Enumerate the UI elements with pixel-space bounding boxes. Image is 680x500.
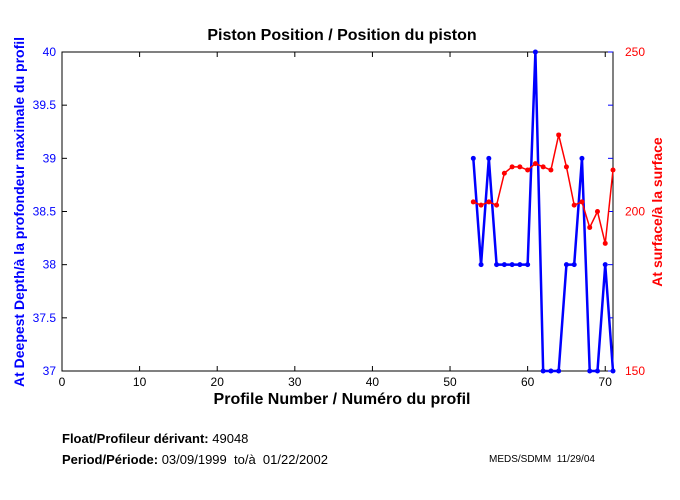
- data-point-left: [587, 368, 593, 374]
- y-right-tick-label: 250: [625, 45, 645, 59]
- data-point-right: [556, 132, 562, 138]
- data-point-right: [486, 199, 492, 205]
- x-tick-label: 70: [599, 375, 613, 389]
- y-left-tick-label: 39.5: [33, 98, 57, 112]
- x-tick-label: 10: [133, 375, 147, 389]
- y-left-tick-label: 38.5: [33, 205, 57, 219]
- y-left-tick-label: 37: [43, 364, 57, 378]
- period-info: Period/Période: 03/09/1999 to/à 01/22/20…: [62, 452, 328, 467]
- x-tick-label: 0: [59, 375, 66, 389]
- y-axis-right-label: At surface/à la surface: [649, 137, 665, 287]
- y-axis-left-label: At Deepest Depth/à la profondeur maximal…: [11, 37, 27, 387]
- data-point-right: [587, 224, 593, 230]
- data-point-left: [571, 262, 577, 268]
- y-left-tick-label: 39: [43, 151, 57, 165]
- data-point-left: [556, 368, 562, 374]
- data-point-left: [548, 368, 554, 374]
- x-tick-label: 40: [366, 375, 380, 389]
- y-left-tick-label: 38: [43, 258, 57, 272]
- data-point-right: [532, 161, 538, 167]
- data-point-right: [501, 170, 507, 176]
- data-point-right: [470, 199, 476, 205]
- x-tick-label: 60: [521, 375, 535, 389]
- data-point-right: [563, 164, 569, 170]
- series-line-left: [472, 51, 615, 373]
- data-point-right: [525, 167, 531, 173]
- data-point-left: [517, 262, 523, 268]
- period-label: Period/Période:: [62, 452, 159, 467]
- data-point-left: [501, 262, 507, 268]
- float-info: Float/Profileur dérivant: 49048: [62, 431, 248, 446]
- y-left-tick-label: 40: [43, 45, 57, 59]
- data-point-left: [525, 262, 531, 268]
- credit: MEDS/SDMM 11/29/04: [489, 454, 595, 465]
- data-point-left: [486, 155, 492, 161]
- period-value: 03/09/1999 to/à 01/22/2002: [161, 452, 328, 467]
- data-point-right: [571, 202, 577, 208]
- data-point-right: [548, 167, 554, 173]
- data-point-left: [478, 262, 484, 268]
- data-point-left: [594, 368, 600, 374]
- data-point-left: [579, 155, 585, 161]
- data-point-left: [494, 262, 500, 268]
- data-point-right: [610, 167, 616, 173]
- x-axis-label: Profile Number / Numéro du profil: [214, 391, 471, 408]
- data-point-right: [478, 202, 484, 208]
- data-point-right: [517, 164, 523, 170]
- float-label: Float/Profileur dérivant:: [62, 431, 209, 446]
- data-point-left: [610, 368, 616, 374]
- data-point-left: [540, 368, 546, 374]
- y-right-tick-label: 150: [625, 364, 645, 378]
- data-point-left: [563, 262, 569, 268]
- data-point-right: [602, 240, 608, 246]
- data-point-right: [594, 209, 600, 214]
- data-point-left: [470, 155, 476, 161]
- y-right-tick-label: 200: [625, 205, 645, 219]
- chart-title: Piston Position / Position du piston: [207, 27, 476, 44]
- x-tick-label: 20: [211, 375, 225, 389]
- data-point-right: [579, 199, 585, 205]
- data-point-left: [509, 262, 515, 268]
- x-tick-label: 50: [443, 375, 457, 389]
- data-point-left: [532, 49, 538, 55]
- float-value: 49048: [212, 431, 249, 446]
- data-point-left: [602, 262, 608, 268]
- data-point-right: [509, 164, 515, 170]
- data-point-right: [540, 164, 546, 170]
- y-left-tick-label: 37.5: [33, 311, 57, 325]
- x-tick-label: 30: [288, 375, 302, 389]
- data-point-right: [494, 202, 500, 208]
